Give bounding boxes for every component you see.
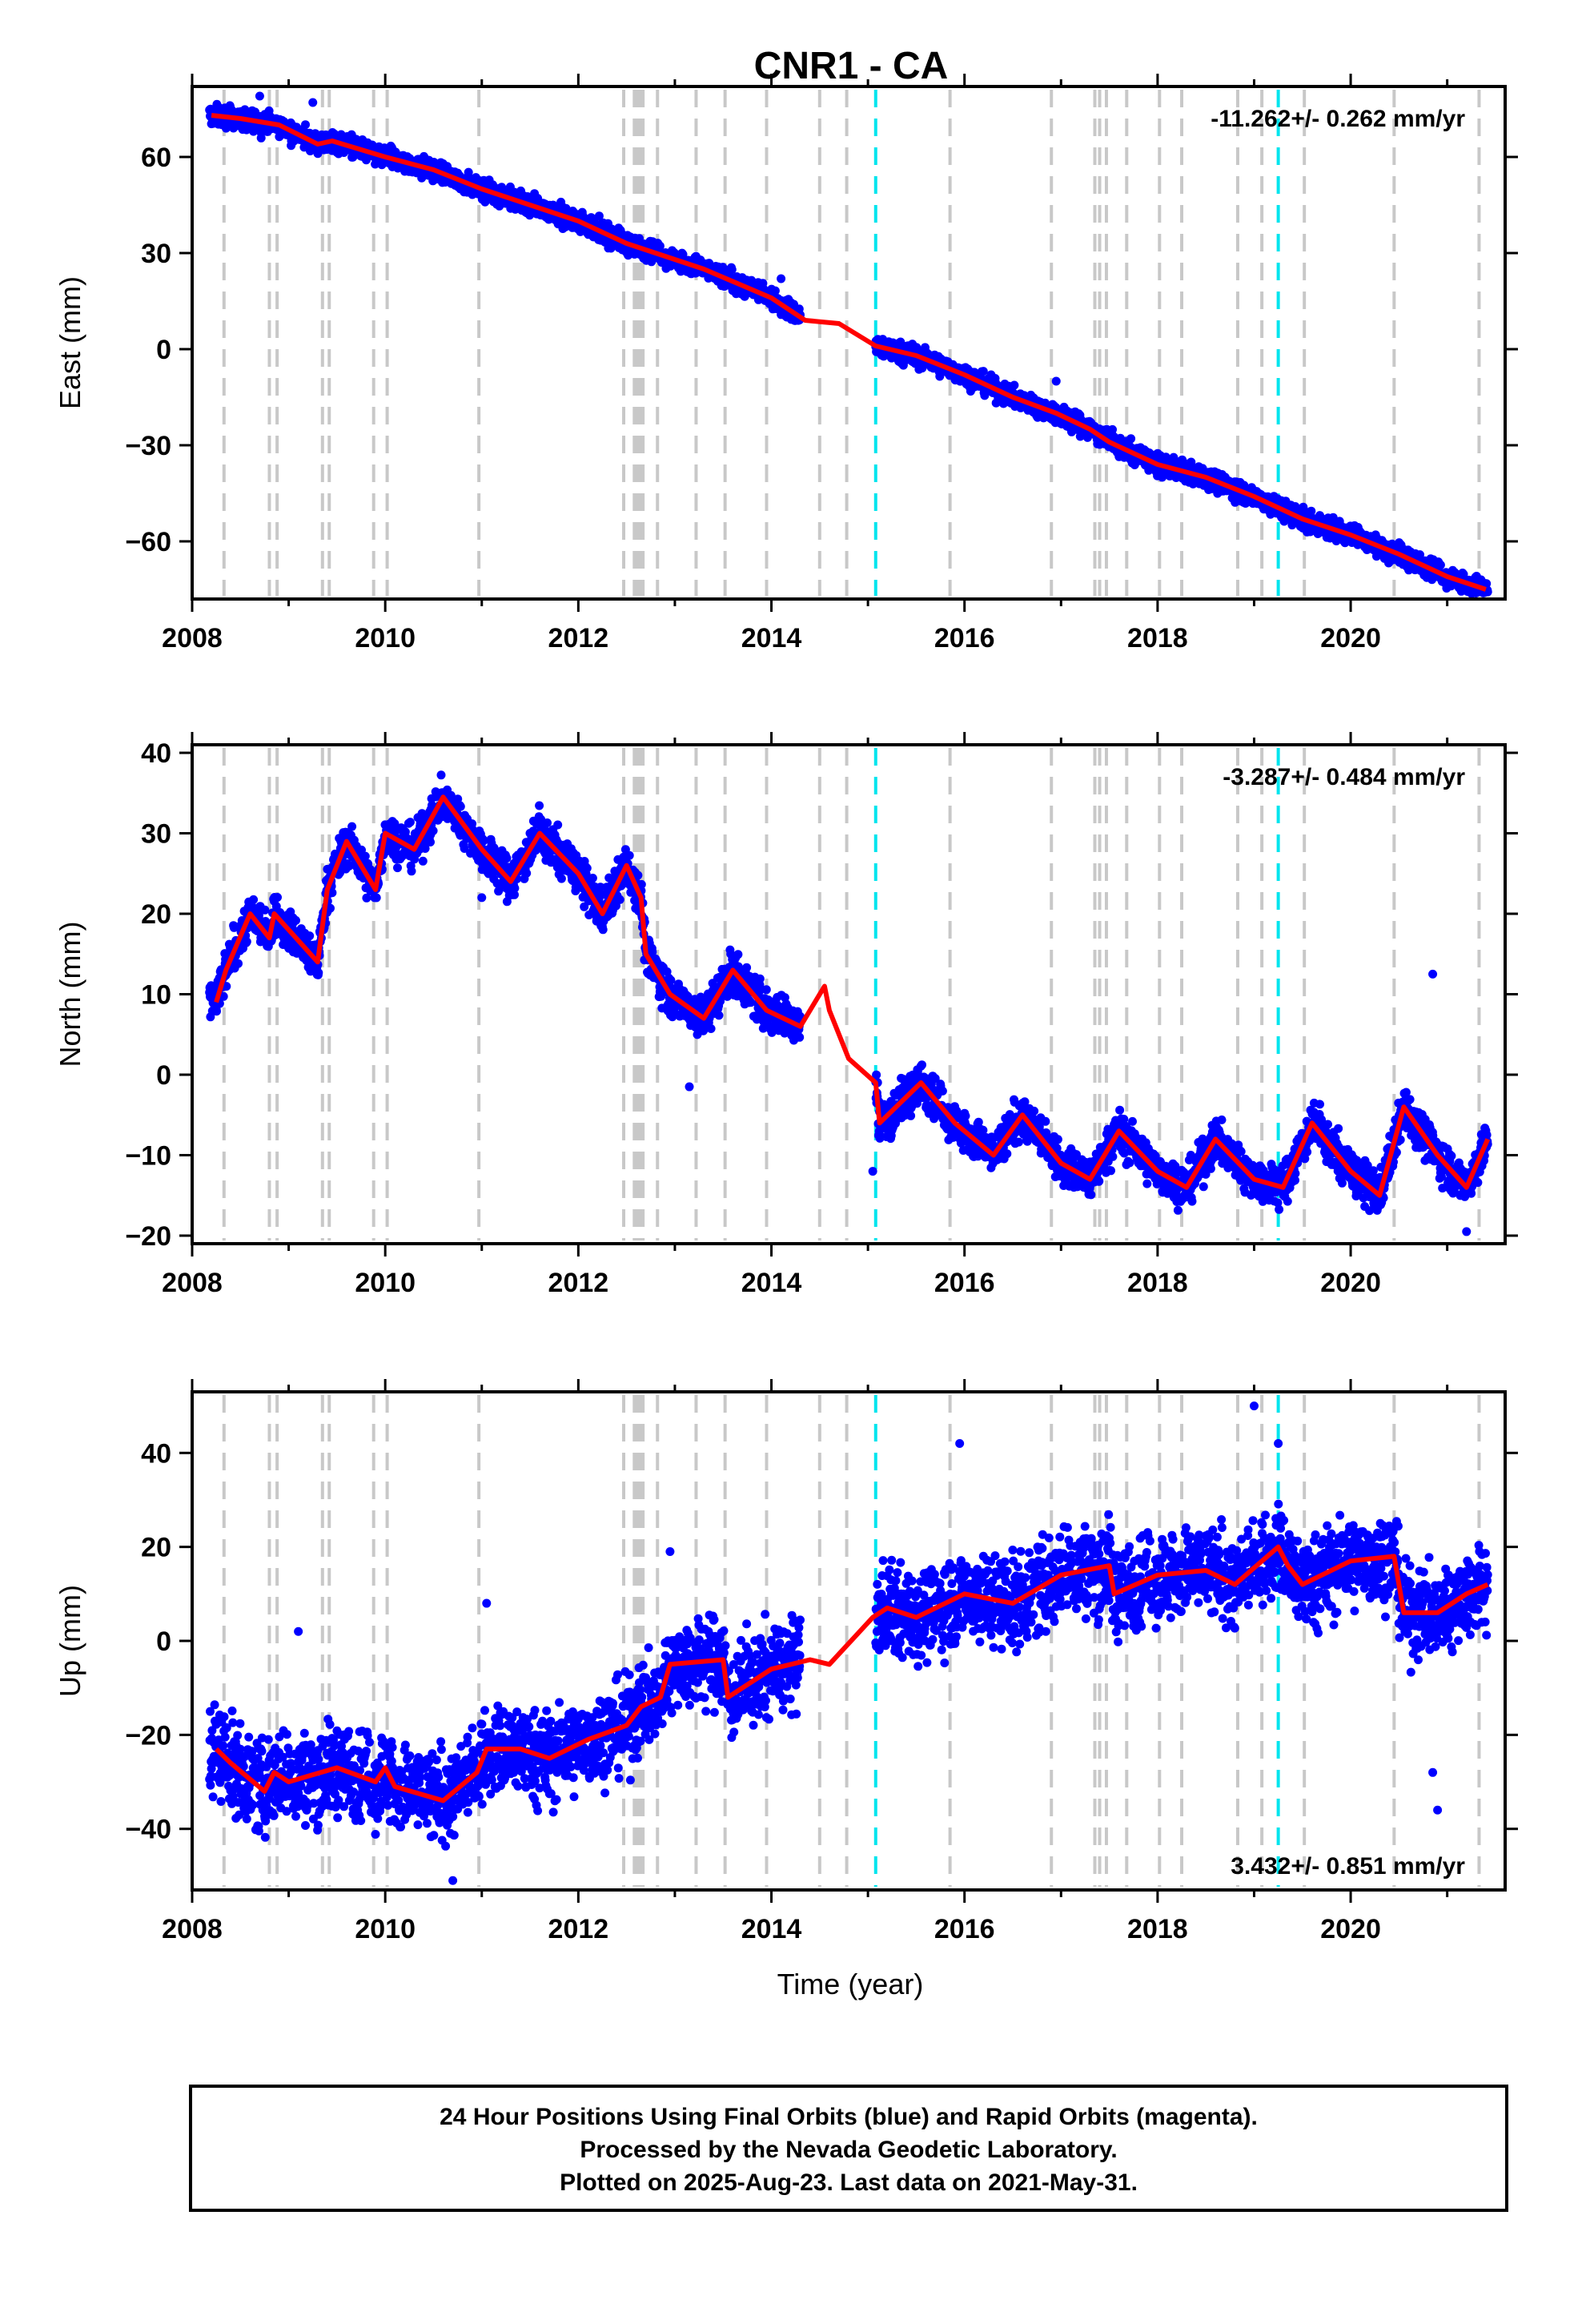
- data-point: [305, 931, 315, 941]
- data-point: [256, 133, 266, 143]
- data-point: [291, 915, 300, 925]
- data-point: [770, 286, 780, 296]
- data-point: [553, 820, 563, 830]
- data-point: [556, 874, 566, 883]
- data-point: [273, 893, 282, 902]
- data-point: [405, 818, 415, 827]
- data-point: [314, 968, 323, 978]
- x-tick-label: 2014: [741, 623, 802, 653]
- data-point: [1108, 424, 1117, 434]
- data-point: [1010, 380, 1019, 390]
- data-point: [418, 856, 428, 866]
- data-point: [535, 801, 544, 810]
- data-point: [598, 925, 608, 935]
- data-point: [464, 167, 473, 177]
- data-point: [978, 367, 988, 376]
- data-point: [543, 818, 552, 827]
- data-point: [347, 822, 357, 831]
- data-point: [249, 895, 259, 904]
- data-point: [468, 819, 477, 829]
- y-tick-label: 30: [141, 239, 171, 269]
- x-tick-label: 2020: [1320, 623, 1381, 653]
- data-point: [502, 854, 512, 863]
- data-point: [1126, 434, 1136, 444]
- data-point: [260, 905, 270, 915]
- outlier-point: [1051, 376, 1061, 386]
- x-tick-label: 2016: [934, 623, 995, 653]
- data-point: [212, 1007, 221, 1016]
- data-point: [428, 826, 438, 835]
- data-point: [522, 868, 532, 878]
- data-point: [407, 866, 416, 876]
- data-point: [655, 241, 665, 251]
- outlier-point: [255, 91, 264, 101]
- data-point: [393, 863, 402, 873]
- data-point: [426, 838, 435, 846]
- data-point: [1435, 561, 1445, 569]
- data-point: [615, 895, 624, 904]
- x-tick-label: 2010: [355, 623, 416, 653]
- data-point: [510, 883, 520, 893]
- data-point: [582, 863, 592, 873]
- data-point: [242, 937, 251, 947]
- data-point: [371, 893, 381, 903]
- y-tick-label: −30: [125, 431, 171, 461]
- data-point: [727, 265, 737, 275]
- y-axis-title: East (mm): [54, 276, 86, 409]
- data-point: [436, 770, 446, 780]
- panel-north: 2008 2010 2012 2014 2016 2018 2020403020100−10…: [54, 732, 1518, 1298]
- data-point: [624, 850, 634, 860]
- x-tick-label: 2018: [1127, 623, 1188, 653]
- y-tick-label: 0: [156, 335, 171, 365]
- y-tick-label: 60: [141, 143, 171, 173]
- outlier-point: [777, 274, 786, 283]
- panel-east: 2008 2010 2012 2014 2016 2018 2020 60 30 0 −30 −60 E…: [54, 74, 1518, 653]
- data-point: [456, 802, 465, 811]
- data-point: [301, 120, 310, 130]
- data-point: [594, 211, 604, 221]
- chart-title: CNR1 - CA: [754, 45, 949, 87]
- outlier-point: [308, 98, 318, 107]
- x-tick-label: 2012: [548, 623, 609, 653]
- data-point: [588, 874, 597, 883]
- y-tick-label: −60: [125, 527, 171, 557]
- data-point: [234, 959, 243, 968]
- rate-label: -11.262+/- 0.262 mm/yr: [1211, 106, 1465, 132]
- x-tick-label: 2008: [162, 623, 223, 653]
